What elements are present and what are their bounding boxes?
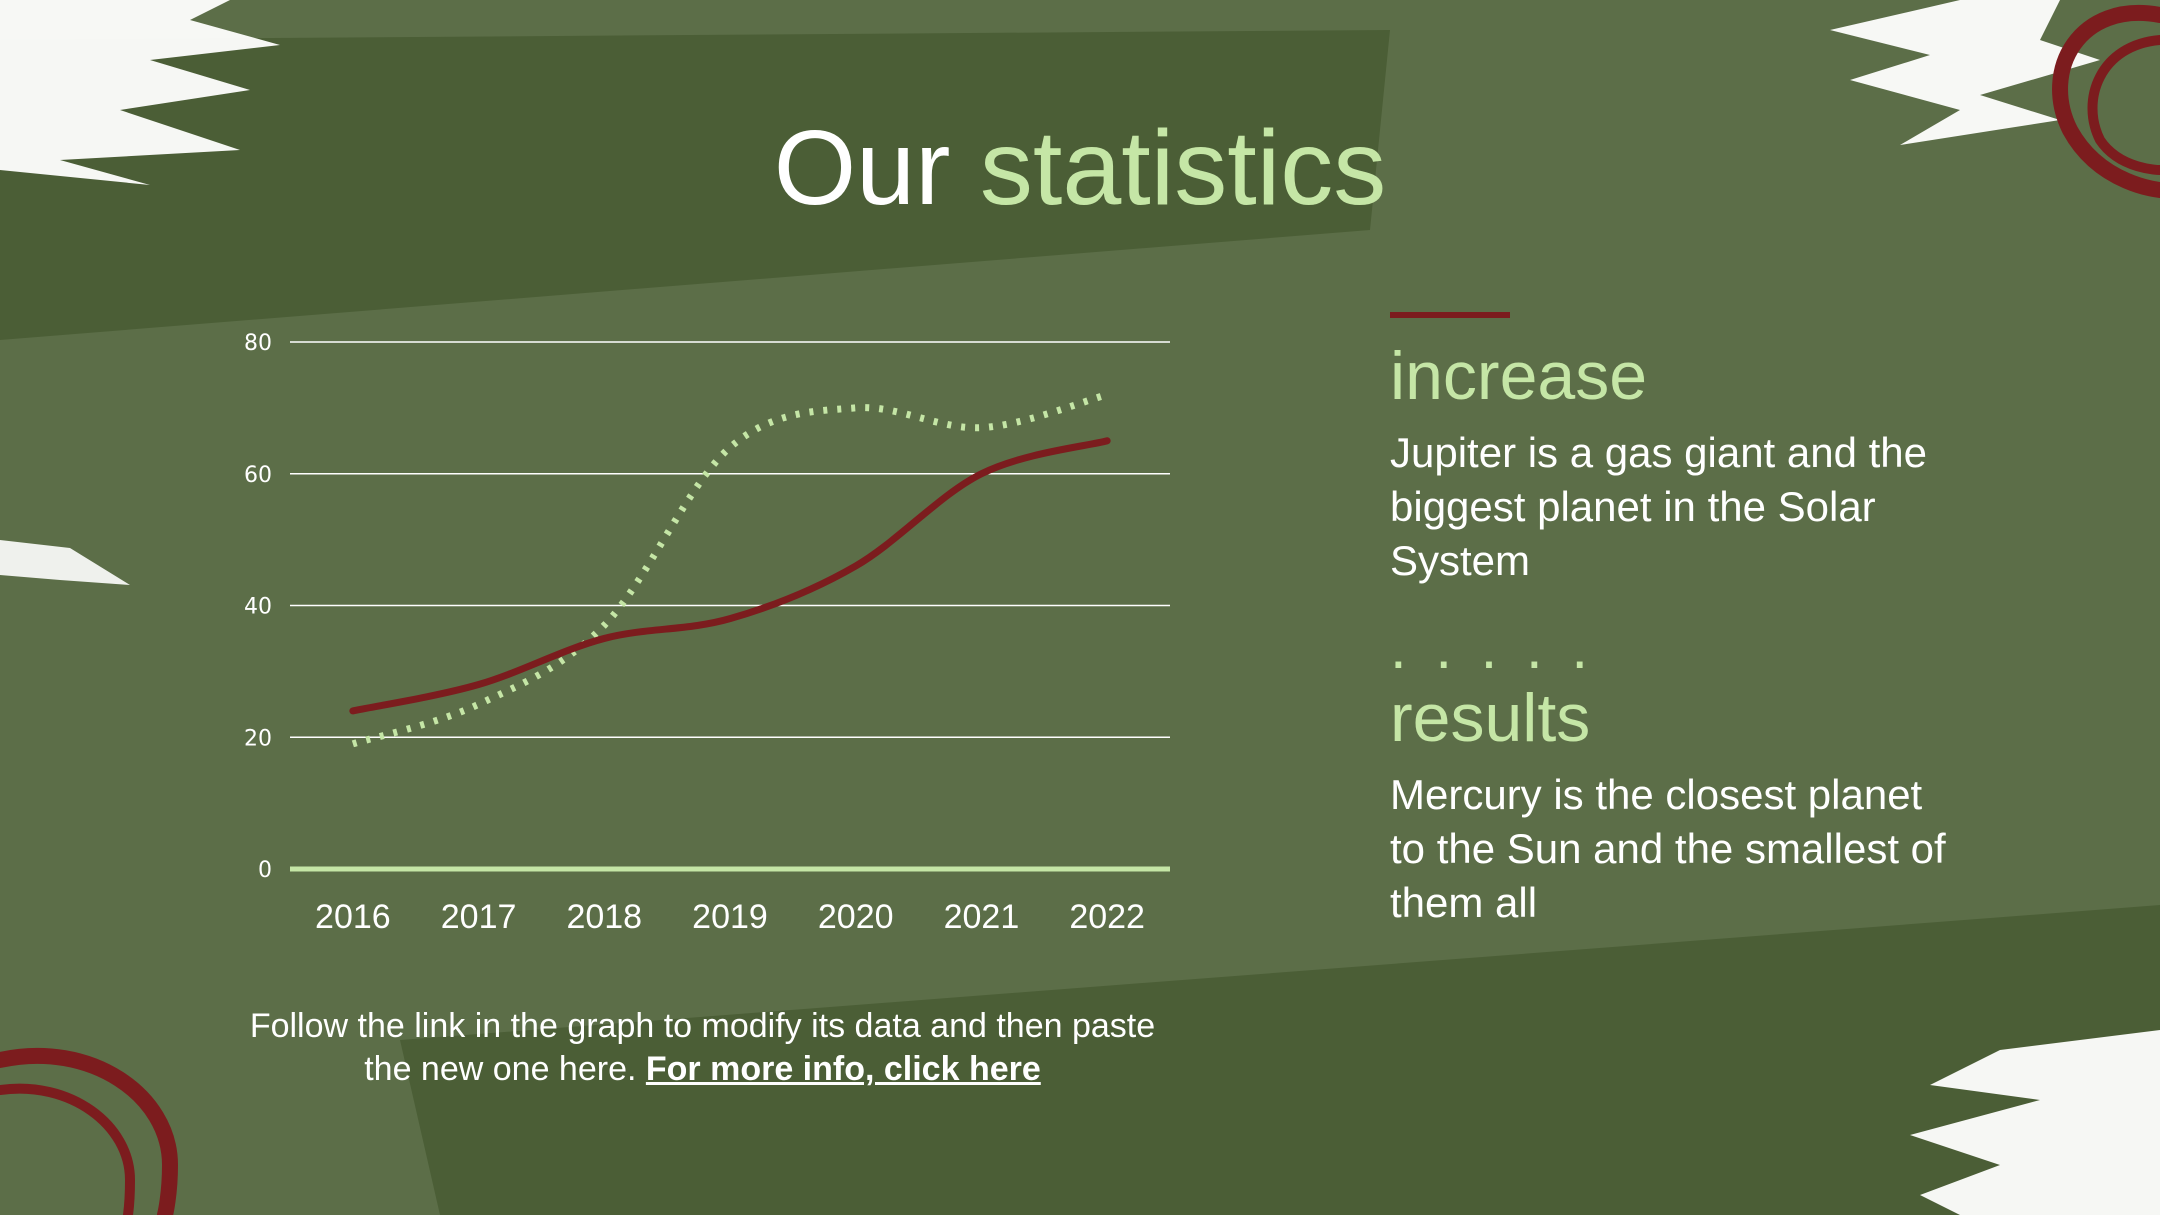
- y-tick-label: 40: [244, 595, 272, 620]
- red-swirl-bottom-left: [0, 1047, 179, 1215]
- red-swirl-top-right: [2052, 5, 2160, 198]
- x-tick-label: 2018: [566, 898, 642, 936]
- x-tick-label: 2022: [1069, 898, 1145, 936]
- x-tick-label: 2017: [441, 898, 517, 936]
- series-line-solid: [349, 437, 1111, 715]
- white-brush-top-right: [1830, 0, 2100, 145]
- title-part-2: statistics: [979, 109, 1387, 227]
- results-panel: . . . . . results Mercury is the closest…: [1390, 614, 1950, 930]
- results-heading: results: [1390, 680, 1591, 756]
- increase-heading: increase: [1390, 338, 1648, 414]
- page-title: Our statistics: [0, 108, 2160, 228]
- dots-marker: . . . . .: [1390, 614, 1595, 681]
- y-tick-label: 80: [244, 331, 272, 356]
- line-chart: 0 20 40 60 80 2016 2017 2018 2019 2020 2021 2022: [244, 331, 1170, 936]
- x-tick-label: 2020: [818, 898, 894, 936]
- increase-panel: increase Jupiter is a gas giant and the …: [1390, 312, 1950, 588]
- title-part-1: Our: [773, 109, 951, 227]
- bottom-brush-band: [400, 905, 2160, 1215]
- more-info-link[interactable]: For more info, click here: [645, 1050, 1041, 1088]
- chart-caption: Follow the link in the graph to modify i…: [230, 1005, 1175, 1091]
- white-brush-mid-left: [0, 540, 130, 585]
- white-brush-bottom-right: [1910, 1030, 2160, 1215]
- white-brush-top-left: [0, 0, 280, 185]
- increase-body: Jupiter is a gas giant and the biggest p…: [1390, 429, 1928, 584]
- y-tick-label: 20: [244, 726, 272, 751]
- x-tick-label: 2016: [315, 898, 391, 936]
- results-body: Mercury is the closest planet to the Sun…: [1390, 771, 1946, 926]
- caption-text: Follow the link in the graph to modify i…: [249, 1007, 1156, 1088]
- top-brush-band: [0, 30, 1390, 340]
- x-tick-label: 2021: [944, 898, 1020, 936]
- y-tick-label: 0: [258, 858, 272, 883]
- x-tick-label: 2019: [692, 898, 768, 936]
- red-bar-marker: [1390, 312, 1510, 318]
- y-tick-label: 60: [244, 463, 272, 488]
